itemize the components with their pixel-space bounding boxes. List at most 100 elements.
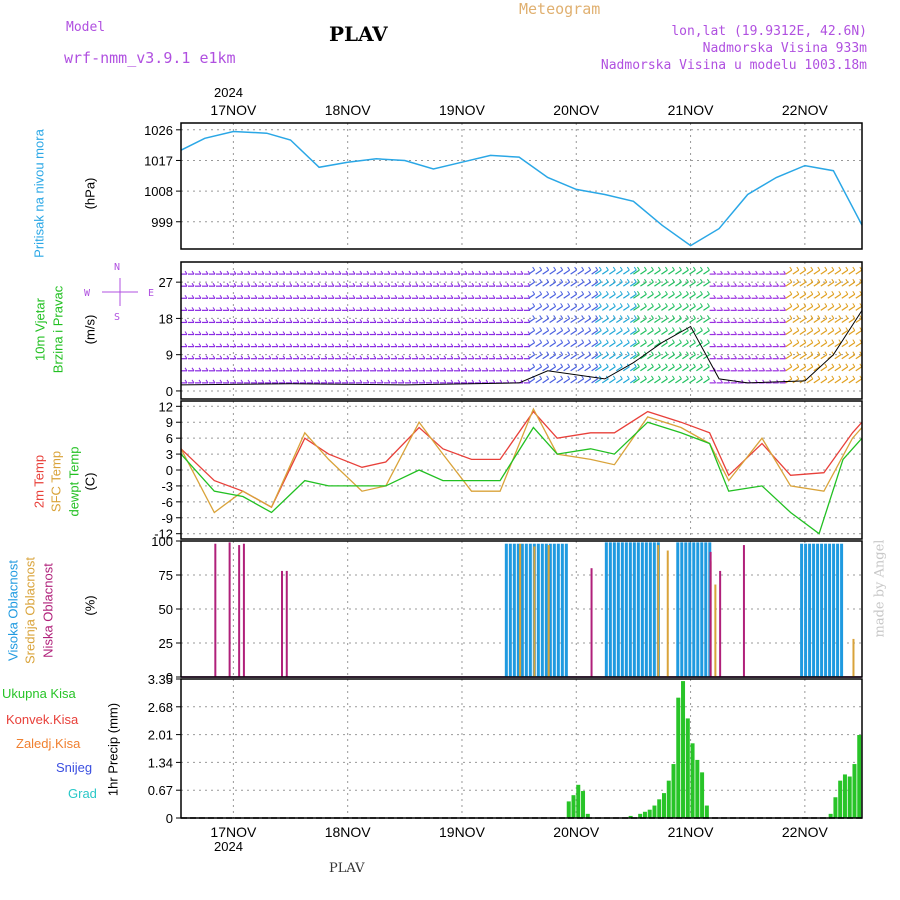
wind-barb bbox=[799, 330, 807, 336]
wind-barb bbox=[703, 317, 710, 323]
wind-barb-flag bbox=[657, 339, 661, 343]
wind-barb bbox=[792, 366, 800, 372]
wind-barb-flag bbox=[478, 294, 482, 299]
wind-barb-flag bbox=[289, 331, 293, 335]
wind-barb-flag bbox=[212, 319, 216, 323]
wind-barb-flag bbox=[450, 355, 454, 359]
wind-barb bbox=[806, 293, 814, 299]
wind-barb-flag bbox=[303, 294, 307, 299]
wind-barb-flag bbox=[831, 339, 835, 343]
wind-barb-flag bbox=[783, 282, 787, 287]
wind-barb-flag bbox=[633, 303, 637, 307]
wind-barb-flag bbox=[401, 343, 405, 347]
compass-e: E bbox=[148, 288, 155, 299]
wind-barb-flag bbox=[741, 355, 745, 359]
wind-barb-flag bbox=[520, 355, 524, 359]
wind-barb-flag bbox=[817, 278, 821, 283]
wind-barb-flag bbox=[233, 319, 237, 323]
wind-barb-flag bbox=[671, 266, 675, 271]
wind-barb-flag bbox=[485, 307, 489, 311]
wind-barb bbox=[855, 269, 863, 275]
high-cloud-bar bbox=[520, 543, 524, 677]
wind-barb-flag bbox=[699, 327, 703, 331]
wind-barb-flag bbox=[373, 343, 377, 347]
wind-barb-flag bbox=[506, 355, 510, 359]
wind-barb-flag bbox=[261, 343, 265, 347]
wind-barb-flag bbox=[567, 266, 571, 271]
wind-barb bbox=[855, 281, 863, 287]
wind-barb-flag bbox=[713, 319, 717, 323]
wind-barb-flag bbox=[380, 294, 384, 299]
wind-barb-flag bbox=[436, 367, 440, 372]
wind-barb-flag bbox=[205, 319, 209, 323]
wind-barb-flag bbox=[289, 294, 293, 299]
wind-barb-flag bbox=[352, 379, 356, 384]
wind-barb-flag bbox=[254, 331, 258, 335]
wind-barb-flag bbox=[282, 307, 286, 311]
wind-barb bbox=[827, 305, 835, 311]
wind-barb-flag bbox=[366, 294, 370, 299]
wind-barb-flag bbox=[560, 375, 564, 380]
wind-barb-flag bbox=[845, 266, 849, 271]
wind-barb-flag bbox=[352, 319, 356, 323]
rain-bar bbox=[628, 815, 633, 818]
wind-barb-flag bbox=[588, 339, 592, 343]
wind-barb-flag bbox=[553, 303, 557, 307]
wind-barb-flag bbox=[664, 303, 668, 307]
wind-barb-flag bbox=[212, 355, 216, 359]
high-cloud-bar bbox=[624, 542, 628, 677]
wind-barb-flag bbox=[810, 278, 814, 283]
wind-barb-flag bbox=[226, 282, 230, 287]
wind-barb-flag bbox=[776, 307, 780, 311]
wind-barb-flag bbox=[296, 319, 300, 323]
wind-barb-flag bbox=[671, 315, 675, 319]
compass-s: S bbox=[114, 312, 121, 323]
high-cloud-bar bbox=[552, 543, 556, 677]
wind-barb-flag bbox=[650, 351, 654, 355]
wind-barb bbox=[563, 378, 570, 384]
wind-barb-flag bbox=[401, 319, 405, 323]
wind-barb bbox=[675, 269, 682, 275]
wind-barb bbox=[528, 305, 535, 311]
wind-barb-flag bbox=[184, 367, 188, 372]
wind-barb-flag bbox=[789, 351, 793, 355]
wind-barb bbox=[696, 293, 703, 299]
wind-barb-flag bbox=[619, 363, 623, 368]
wind-barb-flag bbox=[247, 282, 251, 287]
wind-barb-flag bbox=[845, 351, 849, 355]
wind-barb-flag bbox=[394, 319, 398, 323]
wind-barb-flag bbox=[324, 367, 328, 372]
wind-barb bbox=[703, 269, 710, 275]
day-label-bottom: 18NOV bbox=[325, 824, 372, 840]
wind-barb bbox=[549, 366, 556, 372]
wind-barb-flag bbox=[699, 266, 703, 271]
wind-barb-flag bbox=[824, 363, 828, 368]
wind-barb bbox=[608, 342, 616, 348]
low-cloud-bar bbox=[238, 545, 241, 677]
wind-barb-flag bbox=[685, 278, 689, 283]
wind-barb-flag bbox=[457, 331, 461, 335]
wind-barb bbox=[528, 330, 535, 336]
wind-barb-flag bbox=[506, 319, 510, 323]
product-title: Meteogram bbox=[519, 0, 601, 18]
wind-barb bbox=[570, 378, 577, 384]
wind-barb-flag bbox=[838, 278, 842, 283]
wind-barb-flag bbox=[650, 290, 654, 295]
wind-barb-flag bbox=[457, 379, 461, 384]
wind-barb-flag bbox=[394, 294, 398, 299]
wind-barb-flag bbox=[261, 307, 265, 311]
wind-barb-flag bbox=[664, 290, 668, 295]
wind-barb-flag bbox=[748, 319, 752, 323]
wind-barb bbox=[799, 366, 807, 372]
wind-barb bbox=[549, 305, 556, 311]
mid-cloud-bar bbox=[666, 550, 669, 677]
wind-barb-flag bbox=[310, 294, 314, 299]
temp-line-2 bbox=[180, 421, 863, 535]
high-cloud-bar bbox=[548, 543, 552, 677]
wind-barb-flag bbox=[612, 339, 616, 343]
wind-barb-flag bbox=[247, 319, 251, 323]
wind-barb-flag bbox=[485, 355, 489, 359]
wind-barb-flag bbox=[380, 367, 384, 372]
wind-barb bbox=[622, 269, 630, 275]
high-cloud-bar bbox=[604, 542, 608, 677]
